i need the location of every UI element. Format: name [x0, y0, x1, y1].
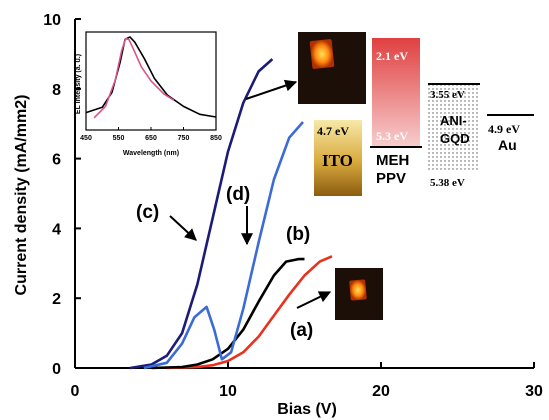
x-tick-label: 0 — [71, 383, 80, 400]
arrow-c — [169, 215, 197, 241]
series-line-d — [143, 121, 304, 370]
curves — [129, 58, 333, 370]
arrow-photo-c — [245, 79, 298, 100]
inset-x-tick-label: 650 — [145, 135, 157, 142]
y-tick-label: 4 — [52, 221, 61, 238]
inset-curves — [85, 36, 217, 119]
arrow-photo-a — [296, 291, 332, 309]
device-photo-top — [298, 32, 366, 104]
curve-label-b: (b) — [286, 224, 310, 245]
curve-label-a: (a) — [290, 320, 313, 341]
x-axis-title: Bias (V) — [277, 401, 337, 418]
y-tick-label: 8 — [52, 82, 61, 99]
ani-gqd-name-line2: GQD — [440, 131, 470, 146]
inset-y-title: EL Intensity (a. u.) — [75, 54, 82, 114]
curve-label-c: (c) — [136, 202, 159, 223]
inset-x-ticks: 450 550 650 750 850 — [80, 127, 222, 142]
curve-label-d: (d) — [226, 184, 250, 205]
y-tick-label: 10 — [43, 12, 61, 29]
series-line-a — [166, 255, 333, 370]
y-axis-title: Current density (mA/mm2) — [13, 95, 30, 296]
series-line-c — [129, 58, 274, 370]
y-tick-label: 6 — [52, 152, 61, 169]
ito-block — [314, 120, 362, 196]
meh-ppv-lumo-label: 2.1 eV — [376, 49, 408, 63]
x-tick-label: 30 — [525, 383, 543, 400]
au-name: Au — [498, 137, 517, 153]
inset-series-line-2 — [93, 37, 175, 119]
series-line-b — [151, 257, 305, 370]
inset-x-title: Wavelength (nm) — [123, 150, 179, 157]
ani-gqd-block — [428, 84, 480, 172]
device-photo-bottom — [335, 268, 383, 320]
ani-gqd-homo-label: 5.38 eV — [430, 177, 465, 189]
ito-name: ITO — [322, 151, 353, 170]
inset-series-line-1 — [85, 36, 217, 118]
y-ticks: 0 2 4 6 8 10 — [43, 12, 81, 378]
meh-ppv-homo-label: 5.3 eV — [376, 129, 408, 143]
au-level-label: 4.9 eV — [488, 122, 520, 136]
meh-ppv-name-line1: MEH — [376, 152, 409, 169]
inset-x-tick-label: 750 — [178, 135, 190, 142]
ani-gqd-lumo-label: 3.55 eV — [430, 89, 465, 101]
inset-x-tick-label: 450 — [80, 135, 92, 142]
main-plot: 0 2 4 6 8 10 0 10 20 30 — [43, 12, 543, 400]
inset-x-tick-label: 550 — [113, 135, 125, 142]
ani-gqd-name-line1: ANI- — [440, 113, 467, 128]
inset-el-spectrum: 450 550 650 750 850 Wavelength (nm) EL Inten… — [75, 31, 222, 157]
x-tick-label: 20 — [372, 383, 390, 400]
x-ticks: 0 10 20 30 — [71, 362, 543, 400]
ito-level-label: 4.7 eV — [317, 124, 349, 138]
y-tick-label: 0 — [52, 361, 61, 378]
meh-ppv-name-line2: PPV — [376, 170, 406, 187]
x-tick-label: 10 — [219, 383, 237, 400]
energy-level-diagram: 4.7 eV ITO 2.1 eV 5.3 eV MEH PPV 3.55 eV… — [314, 38, 534, 196]
y-tick-label: 2 — [52, 291, 61, 308]
meh-ppv-block — [372, 38, 420, 146]
inset-x-tick-label: 850 — [210, 135, 222, 142]
